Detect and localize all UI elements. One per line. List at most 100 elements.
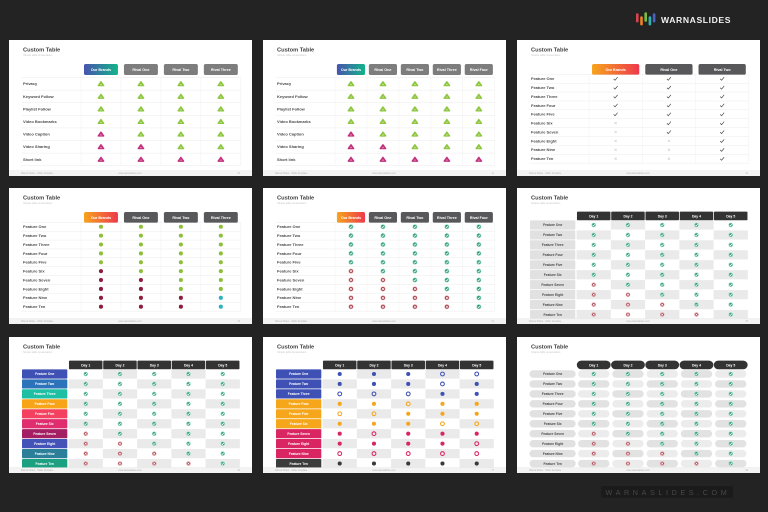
- svg-text:Video Sharing: Video Sharing: [23, 144, 50, 149]
- svg-text:Warna Slides - Table Template: Warna Slides - Table Template: [275, 469, 308, 472]
- svg-text:Feature Nine: Feature Nine: [289, 451, 309, 455]
- svg-text:Warna Slides - Table Template: Warna Slides - Table Template: [529, 320, 562, 323]
- svg-text:Day 5: Day 5: [726, 215, 735, 219]
- svg-text:Day 4: Day 4: [692, 215, 701, 219]
- svg-text:Simple table presentation: Simple table presentation: [277, 201, 307, 205]
- svg-text:Privacy: Privacy: [23, 81, 38, 86]
- svg-text:Day 2: Day 2: [623, 363, 632, 367]
- svg-text:Rival One: Rival One: [374, 68, 391, 72]
- svg-text:www.warnaslides.com: www.warnaslides.com: [626, 172, 650, 175]
- svg-text:Rival One: Rival One: [374, 216, 391, 220]
- svg-text:www.warnaslides.com: www.warnaslides.com: [372, 320, 396, 323]
- svg-text:Our Brands: Our Brands: [91, 216, 111, 220]
- svg-text:Feature Ten: Feature Ten: [543, 313, 561, 317]
- svg-text:www.warnaslides.com: www.warnaslides.com: [372, 172, 396, 175]
- svg-text:Feature One: Feature One: [543, 223, 562, 227]
- svg-text:Keyword Follow: Keyword Follow: [23, 94, 55, 99]
- svg-text:Day 1: Day 1: [589, 363, 598, 367]
- svg-text:Feature Six: Feature Six: [544, 422, 562, 426]
- svg-text:Feature Three: Feature Three: [277, 242, 304, 247]
- svg-text:Warna Slides - Table Template: Warna Slides - Table Template: [275, 320, 308, 323]
- svg-text:Feature Nine: Feature Nine: [543, 451, 563, 455]
- svg-text:Simple table presentation: Simple table presentation: [531, 53, 561, 57]
- svg-text:Feature Two: Feature Two: [543, 382, 562, 386]
- svg-text:Feature Five: Feature Five: [289, 412, 309, 416]
- svg-text:Feature Two: Feature Two: [23, 233, 47, 238]
- svg-text:Day 1: Day 1: [81, 363, 90, 367]
- svg-text:Warna Slides - Table Template: Warna Slides - Table Template: [529, 172, 562, 175]
- svg-text:Feature Six: Feature Six: [290, 422, 308, 426]
- svg-text:18: 18: [745, 469, 748, 472]
- svg-text:11: 11: [492, 172, 495, 175]
- svg-text:Rival Two: Rival Two: [714, 68, 732, 72]
- svg-text:Feature Three: Feature Three: [288, 392, 310, 396]
- svg-text:Rival Two: Rival Two: [172, 216, 190, 220]
- svg-text:Short link: Short link: [277, 157, 296, 162]
- svg-text:Feature Nine: Feature Nine: [23, 296, 48, 301]
- svg-text:Day 1: Day 1: [335, 363, 344, 367]
- svg-text:Day 2: Day 2: [623, 215, 632, 219]
- svg-text:Day 4: Day 4: [692, 363, 701, 367]
- svg-text:10: 10: [237, 172, 240, 175]
- svg-text:Day 3: Day 3: [404, 363, 413, 367]
- svg-text:Feature Ten: Feature Ten: [543, 461, 561, 465]
- svg-text:Simple table presentation: Simple table presentation: [277, 350, 307, 354]
- svg-text:Feature Ten: Feature Ten: [35, 461, 53, 465]
- svg-text:14: 14: [491, 320, 494, 323]
- svg-text:Feature Eight: Feature Eight: [542, 293, 564, 297]
- svg-text:Privacy: Privacy: [277, 81, 292, 86]
- svg-text:Feature Four: Feature Four: [543, 253, 564, 257]
- svg-text:www.warnaslides.com: www.warnaslides.com: [372, 469, 396, 472]
- svg-text:Feature Seven: Feature Seven: [531, 129, 559, 134]
- svg-text:Rival One: Rival One: [132, 68, 149, 72]
- svg-text:Feature Five: Feature Five: [543, 412, 563, 416]
- svg-text:Rival Four: Rival Four: [470, 68, 489, 72]
- svg-text:Day 3: Day 3: [150, 363, 159, 367]
- svg-text:Feature Five: Feature Five: [531, 112, 555, 117]
- svg-text:Feature Ten: Feature Ten: [531, 156, 554, 161]
- svg-text:Day 4: Day 4: [184, 363, 193, 367]
- svg-text:Custom Table: Custom Table: [23, 344, 60, 350]
- svg-text:Day 5: Day 5: [726, 363, 735, 367]
- svg-text:Simple table presentation: Simple table presentation: [531, 201, 561, 205]
- svg-text:Custom Table: Custom Table: [531, 196, 568, 202]
- svg-text:Day 3: Day 3: [658, 363, 667, 367]
- svg-text:Video Sharing: Video Sharing: [277, 144, 304, 149]
- svg-text:Custom Table: Custom Table: [277, 196, 314, 202]
- svg-text:Warna Slides - Table Template: Warna Slides - Table Template: [21, 469, 54, 472]
- svg-text:Feature Ten: Feature Ten: [277, 304, 300, 309]
- svg-text:Feature Eight: Feature Eight: [34, 442, 56, 446]
- svg-text:Feature Seven: Feature Seven: [541, 432, 564, 436]
- svg-text:Feature Five: Feature Five: [277, 260, 301, 265]
- svg-text:16: 16: [237, 469, 240, 472]
- svg-text:Rival One: Rival One: [132, 216, 149, 220]
- svg-text:Rival Three: Rival Three: [437, 68, 457, 72]
- svg-text:Rival One: Rival One: [660, 68, 677, 72]
- svg-text:Feature Eight: Feature Eight: [542, 442, 564, 446]
- svg-text:Feature Seven: Feature Seven: [287, 432, 310, 436]
- svg-text:Feature Five: Feature Five: [543, 263, 563, 267]
- svg-text:Video Caption: Video Caption: [23, 131, 50, 136]
- svg-text:Feature One: Feature One: [23, 224, 47, 229]
- svg-text:Day 3: Day 3: [658, 215, 667, 219]
- svg-text:Feature Nine: Feature Nine: [277, 296, 302, 301]
- svg-text:Feature Nine: Feature Nine: [543, 303, 563, 307]
- svg-text:Feature Three: Feature Three: [23, 242, 50, 247]
- svg-text:WARNASLIDES: WARNASLIDES: [661, 15, 731, 25]
- svg-text:Feature Seven: Feature Seven: [23, 278, 51, 283]
- svg-text:Feature Six: Feature Six: [544, 273, 562, 277]
- svg-text:Simple table presentation: Simple table presentation: [23, 201, 53, 205]
- svg-text:Feature Seven: Feature Seven: [541, 283, 564, 287]
- svg-text:Day 5: Day 5: [472, 363, 481, 367]
- svg-text:Day 2: Day 2: [369, 363, 378, 367]
- svg-text:www.warnaslides.com: www.warnaslides.com: [118, 172, 142, 175]
- svg-text:Video Bookmarks: Video Bookmarks: [277, 119, 311, 124]
- svg-text:Rival Two: Rival Two: [406, 216, 424, 220]
- svg-text:www.warnaslides.com: www.warnaslides.com: [118, 320, 142, 323]
- svg-text:Feature Four: Feature Four: [277, 251, 302, 256]
- svg-text:Feature Two: Feature Two: [277, 233, 301, 238]
- svg-text:17: 17: [491, 469, 494, 472]
- svg-text:Feature Six: Feature Six: [36, 422, 54, 426]
- svg-text:Custom Table: Custom Table: [277, 47, 314, 53]
- svg-text:Feature Six: Feature Six: [23, 269, 45, 274]
